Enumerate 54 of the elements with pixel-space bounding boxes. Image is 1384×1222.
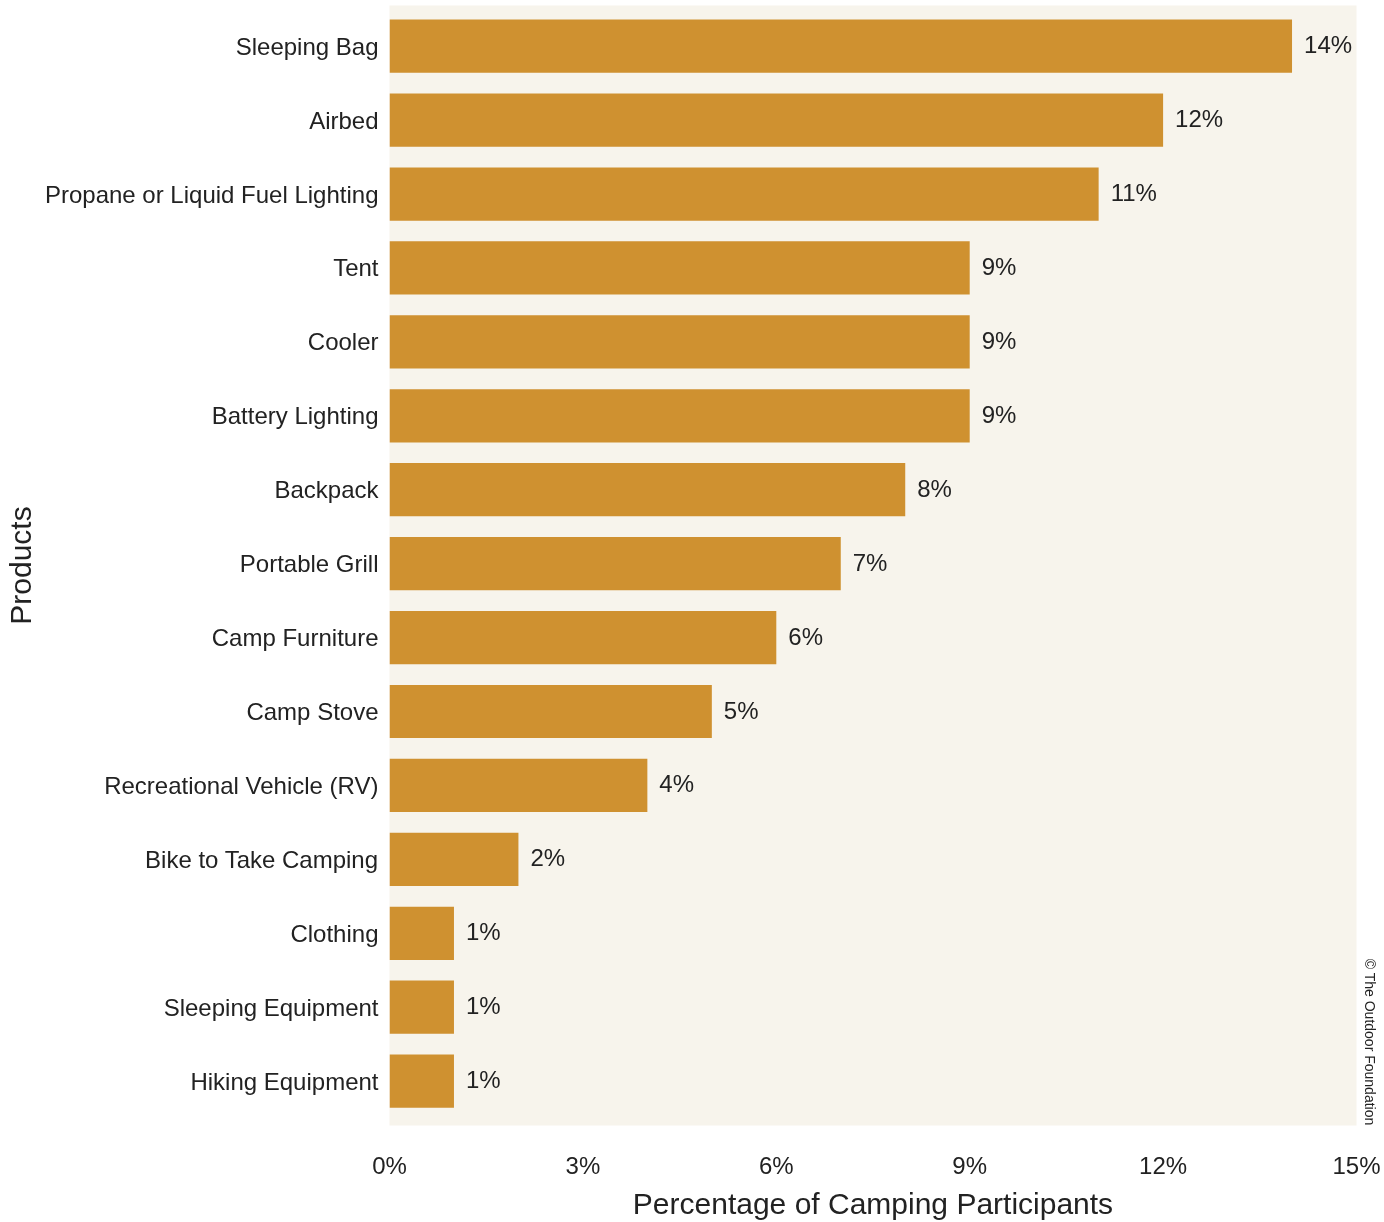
bar xyxy=(389,758,648,813)
data-label: 5% xyxy=(723,696,759,724)
y-axis-title: Products xyxy=(3,506,37,625)
x-tick-label: 12% xyxy=(1139,1151,1188,1179)
x-axis-title: Percentage of Camping Participants xyxy=(632,1186,1114,1220)
data-label: 2% xyxy=(530,844,566,872)
data-label: 9% xyxy=(981,252,1017,280)
x-tick-label: 9% xyxy=(952,1151,988,1179)
bar xyxy=(389,389,970,443)
y-tick-label: Cooler xyxy=(307,328,379,356)
x-tick-label: 3% xyxy=(565,1151,601,1179)
bar xyxy=(389,906,454,960)
y-tick-label: Hiking Equipment xyxy=(190,1067,379,1095)
data-label: 9% xyxy=(981,326,1017,354)
y-tick-label: Portable Grill xyxy=(239,550,379,578)
data-label: 6% xyxy=(788,622,823,650)
y-tick-label: Backpack xyxy=(274,476,380,504)
data-label: 4% xyxy=(659,770,695,798)
bar xyxy=(389,832,519,886)
y-tick-label: Clothing xyxy=(290,919,379,947)
data-label: 1% xyxy=(465,992,501,1020)
bar xyxy=(389,19,1293,73)
data-label: 8% xyxy=(917,474,952,502)
y-tick-label: Sleeping Equipment xyxy=(163,993,379,1021)
data-label: 9% xyxy=(981,400,1017,428)
y-tick-label: Bike to Take Camping xyxy=(145,845,379,873)
y-tick-label: Camp Furniture xyxy=(211,624,379,652)
bar xyxy=(389,241,970,295)
text: © The Outdoor Foundation xyxy=(1361,958,1378,1126)
bar xyxy=(389,684,712,739)
bar xyxy=(389,315,970,369)
y-tick-label: Camp Stove xyxy=(246,698,379,726)
data-label: 11% xyxy=(1110,179,1157,207)
bar xyxy=(389,93,1164,147)
data-label: 7% xyxy=(852,548,888,576)
y-tick-label: Battery Lighting xyxy=(211,402,379,430)
data-label: 1% xyxy=(465,918,501,946)
bar xyxy=(389,980,454,1034)
x-tick-label: 15% xyxy=(1332,1151,1381,1179)
bar xyxy=(389,1054,454,1108)
y-tick-label: Recreational Vehicle (RV) xyxy=(104,771,379,799)
data-label: 12% xyxy=(1175,105,1224,133)
y-tick-label: Sleeping Bag xyxy=(235,32,379,60)
y-tick-label: Airbed xyxy=(309,106,379,134)
y-tick-label: Tent xyxy=(333,254,379,282)
bar xyxy=(389,537,841,591)
x-tick-label: 0% xyxy=(372,1151,407,1179)
data-label: 1% xyxy=(465,1066,501,1094)
x-tick-label: 6% xyxy=(758,1151,794,1179)
bar xyxy=(389,167,1099,221)
bar xyxy=(389,610,777,665)
y-tick-label: Propane or Liquid Fuel Lighting xyxy=(44,180,379,208)
data-label: 14% xyxy=(1304,31,1353,59)
bar xyxy=(389,463,906,517)
